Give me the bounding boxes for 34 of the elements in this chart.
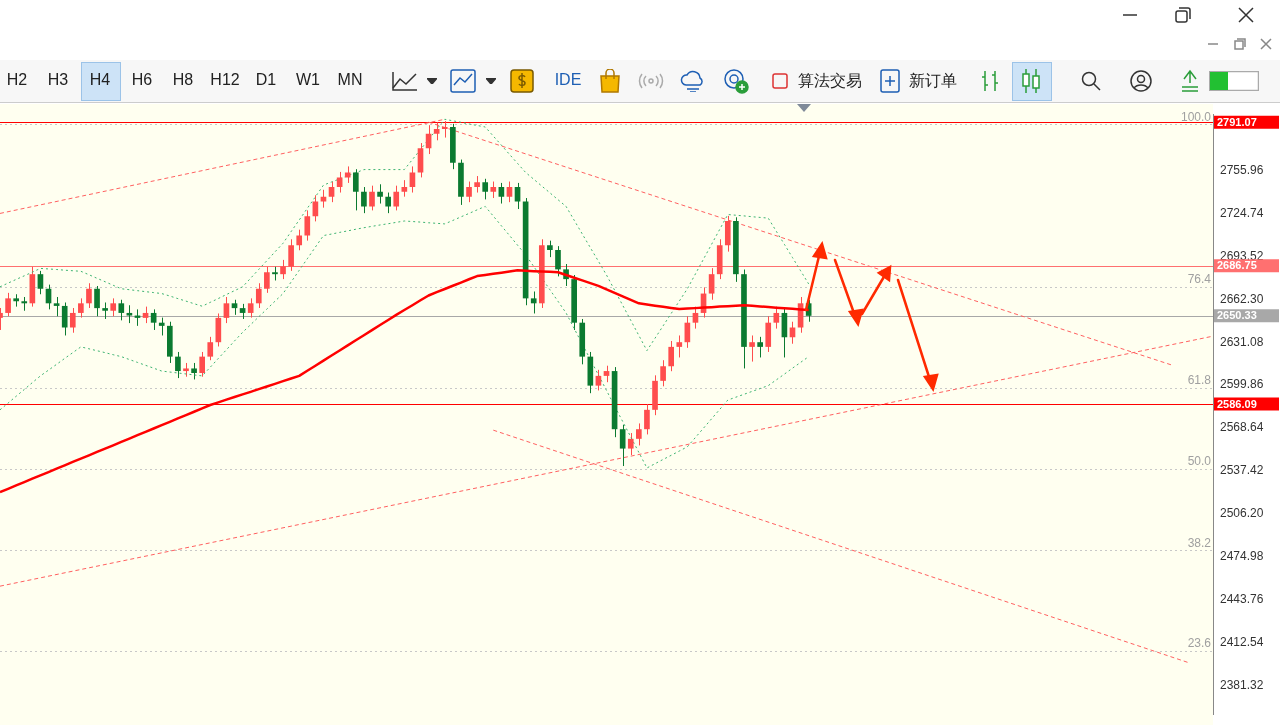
- y-tick-label: 2443.76: [1220, 592, 1264, 606]
- text: D1: [255, 71, 277, 89]
- text: H12: [210, 71, 240, 89]
- text: H2: [6, 71, 28, 89]
- y-tick-label: 2412.54: [1220, 634, 1264, 649]
- y-tick-label: 2755.96: [1220, 162, 1264, 177]
- annotation: 38.2: [1187, 535, 1212, 550]
- ref-line-label: 2650.33: [1217, 309, 1257, 322]
- text: 算法交易: [798, 71, 862, 91]
- annotation: 23.6: [1187, 636, 1212, 651]
- y-tick-label: 2599.86: [1220, 377, 1264, 392]
- y-tick-label: 2381.32: [1220, 677, 1264, 692]
- annotation: 50.0: [1187, 454, 1212, 469]
- y-tick-label: 2662.30: [1220, 291, 1264, 306]
- y-tick-label: 2724.74: [1220, 205, 1264, 220]
- y-tick-label: 2537.42: [1220, 463, 1264, 478]
- annotation: 76.4: [1187, 272, 1212, 287]
- y-tick-label: 2474.98: [1220, 549, 1264, 564]
- text: H4: [89, 71, 111, 89]
- text: H3: [47, 71, 69, 89]
- ref-line-label: 2686.75: [1217, 259, 1257, 272]
- y-tick-label: 2506.20: [1220, 506, 1264, 521]
- text: H8: [172, 71, 194, 89]
- text: H6: [131, 71, 153, 89]
- annotation: 100.0: [1180, 109, 1212, 124]
- ref-line-label: 2791.07: [1217, 115, 1257, 128]
- text: 新订单: [909, 71, 957, 91]
- annotation: 61.8: [1187, 372, 1212, 387]
- text: MN: [337, 71, 363, 89]
- text: W1: [296, 71, 320, 89]
- text: IDE: [554, 71, 582, 89]
- ref-line-label: 2586.09: [1217, 397, 1257, 410]
- y-tick-label: 2631.08: [1220, 334, 1264, 349]
- y-tick-label: 2568.64: [1220, 420, 1264, 435]
